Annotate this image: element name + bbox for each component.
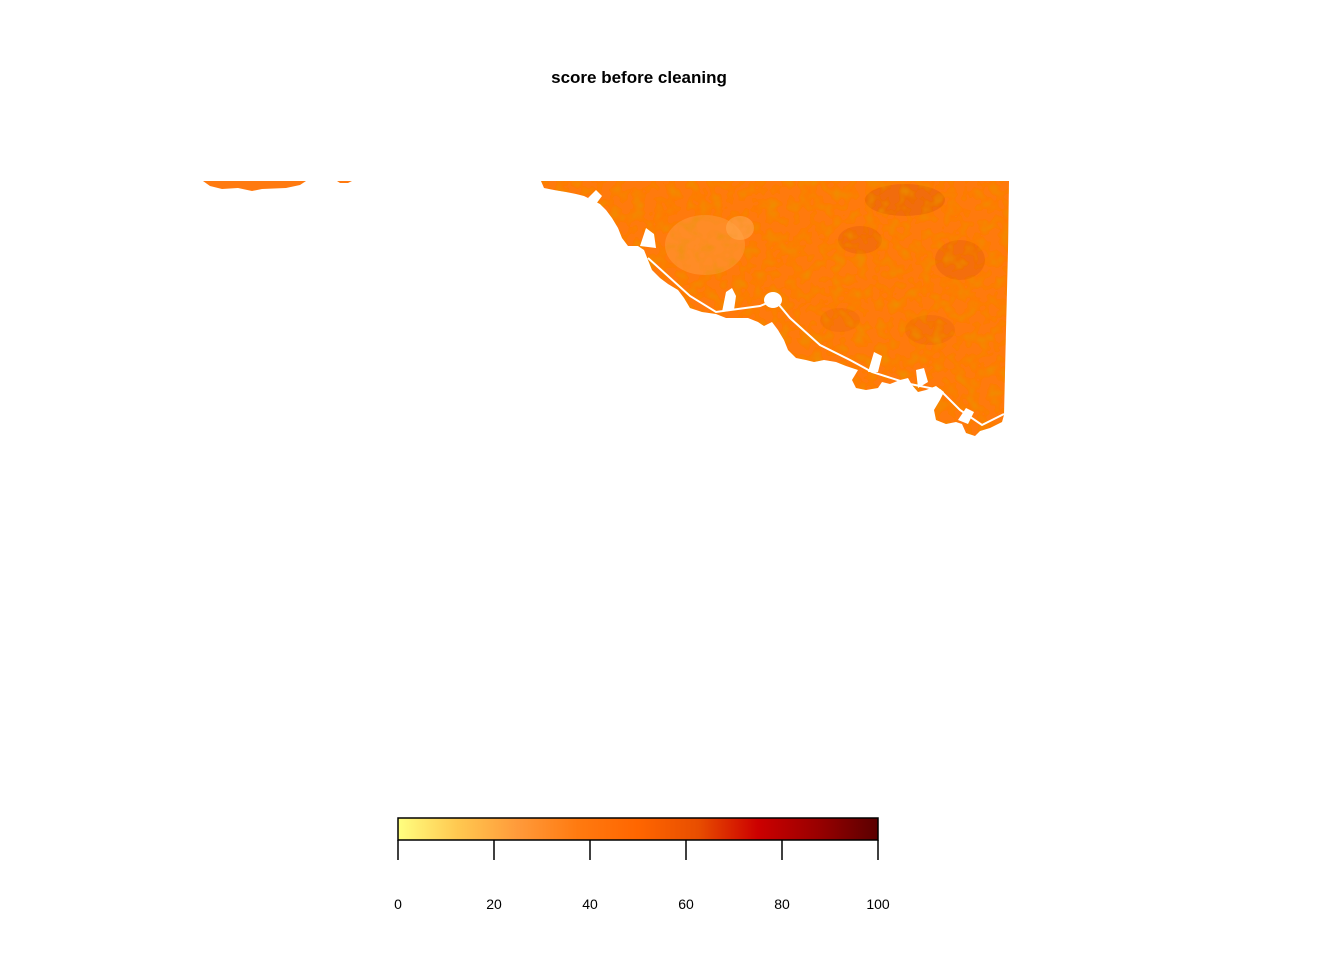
legend-ticks <box>397 840 879 860</box>
legend-tick-label: 80 <box>774 896 790 912</box>
map-region-main <box>541 181 1009 436</box>
map-boundary-line <box>647 257 1005 427</box>
map-region-fragment-left <box>203 181 306 191</box>
map-coast-notches <box>588 190 974 424</box>
legend-tick-label: 100 <box>866 896 890 912</box>
legend-tick-label: 0 <box>394 896 402 912</box>
legend-tick-label: 20 <box>486 896 502 912</box>
legend-tick-label: 40 <box>582 896 598 912</box>
legend-colorbar <box>397 817 879 841</box>
map-region-fragment-mid <box>337 181 352 183</box>
map-title: score before cleaning <box>551 68 727 87</box>
legend-tick-label: 60 <box>678 896 694 912</box>
